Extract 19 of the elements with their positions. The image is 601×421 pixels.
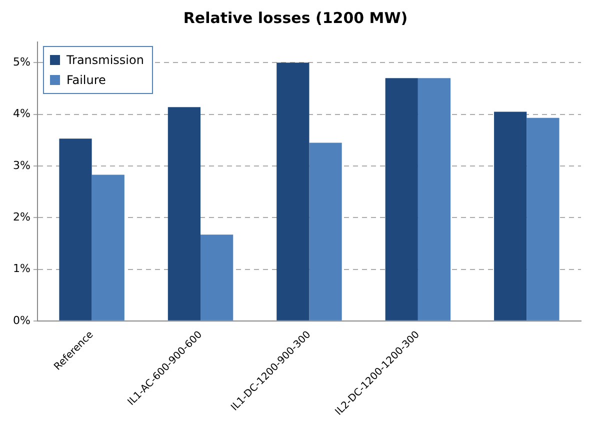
bar: [526, 118, 560, 320]
bar: [168, 107, 201, 320]
y-tick-label: 4%: [13, 107, 30, 120]
legend-label: Transmission: [66, 53, 144, 67]
y-tick-label: 2%: [13, 210, 30, 224]
bar: [200, 234, 234, 320]
bar: [92, 174, 124, 320]
bar: [494, 112, 527, 320]
bar: [309, 142, 342, 320]
bar: [418, 78, 451, 320]
y-tick-label: 0%: [13, 314, 30, 327]
y-tick-label: 1%: [13, 262, 30, 276]
legend-label: Failure: [66, 73, 106, 87]
y-tick-label: 5%: [13, 56, 30, 69]
chart-title: Relative losses (1200 MW): [183, 8, 408, 27]
bar: [385, 78, 418, 320]
bar: [59, 138, 92, 320]
bar: [276, 62, 310, 320]
y-tick-label: 3%: [13, 158, 30, 172]
